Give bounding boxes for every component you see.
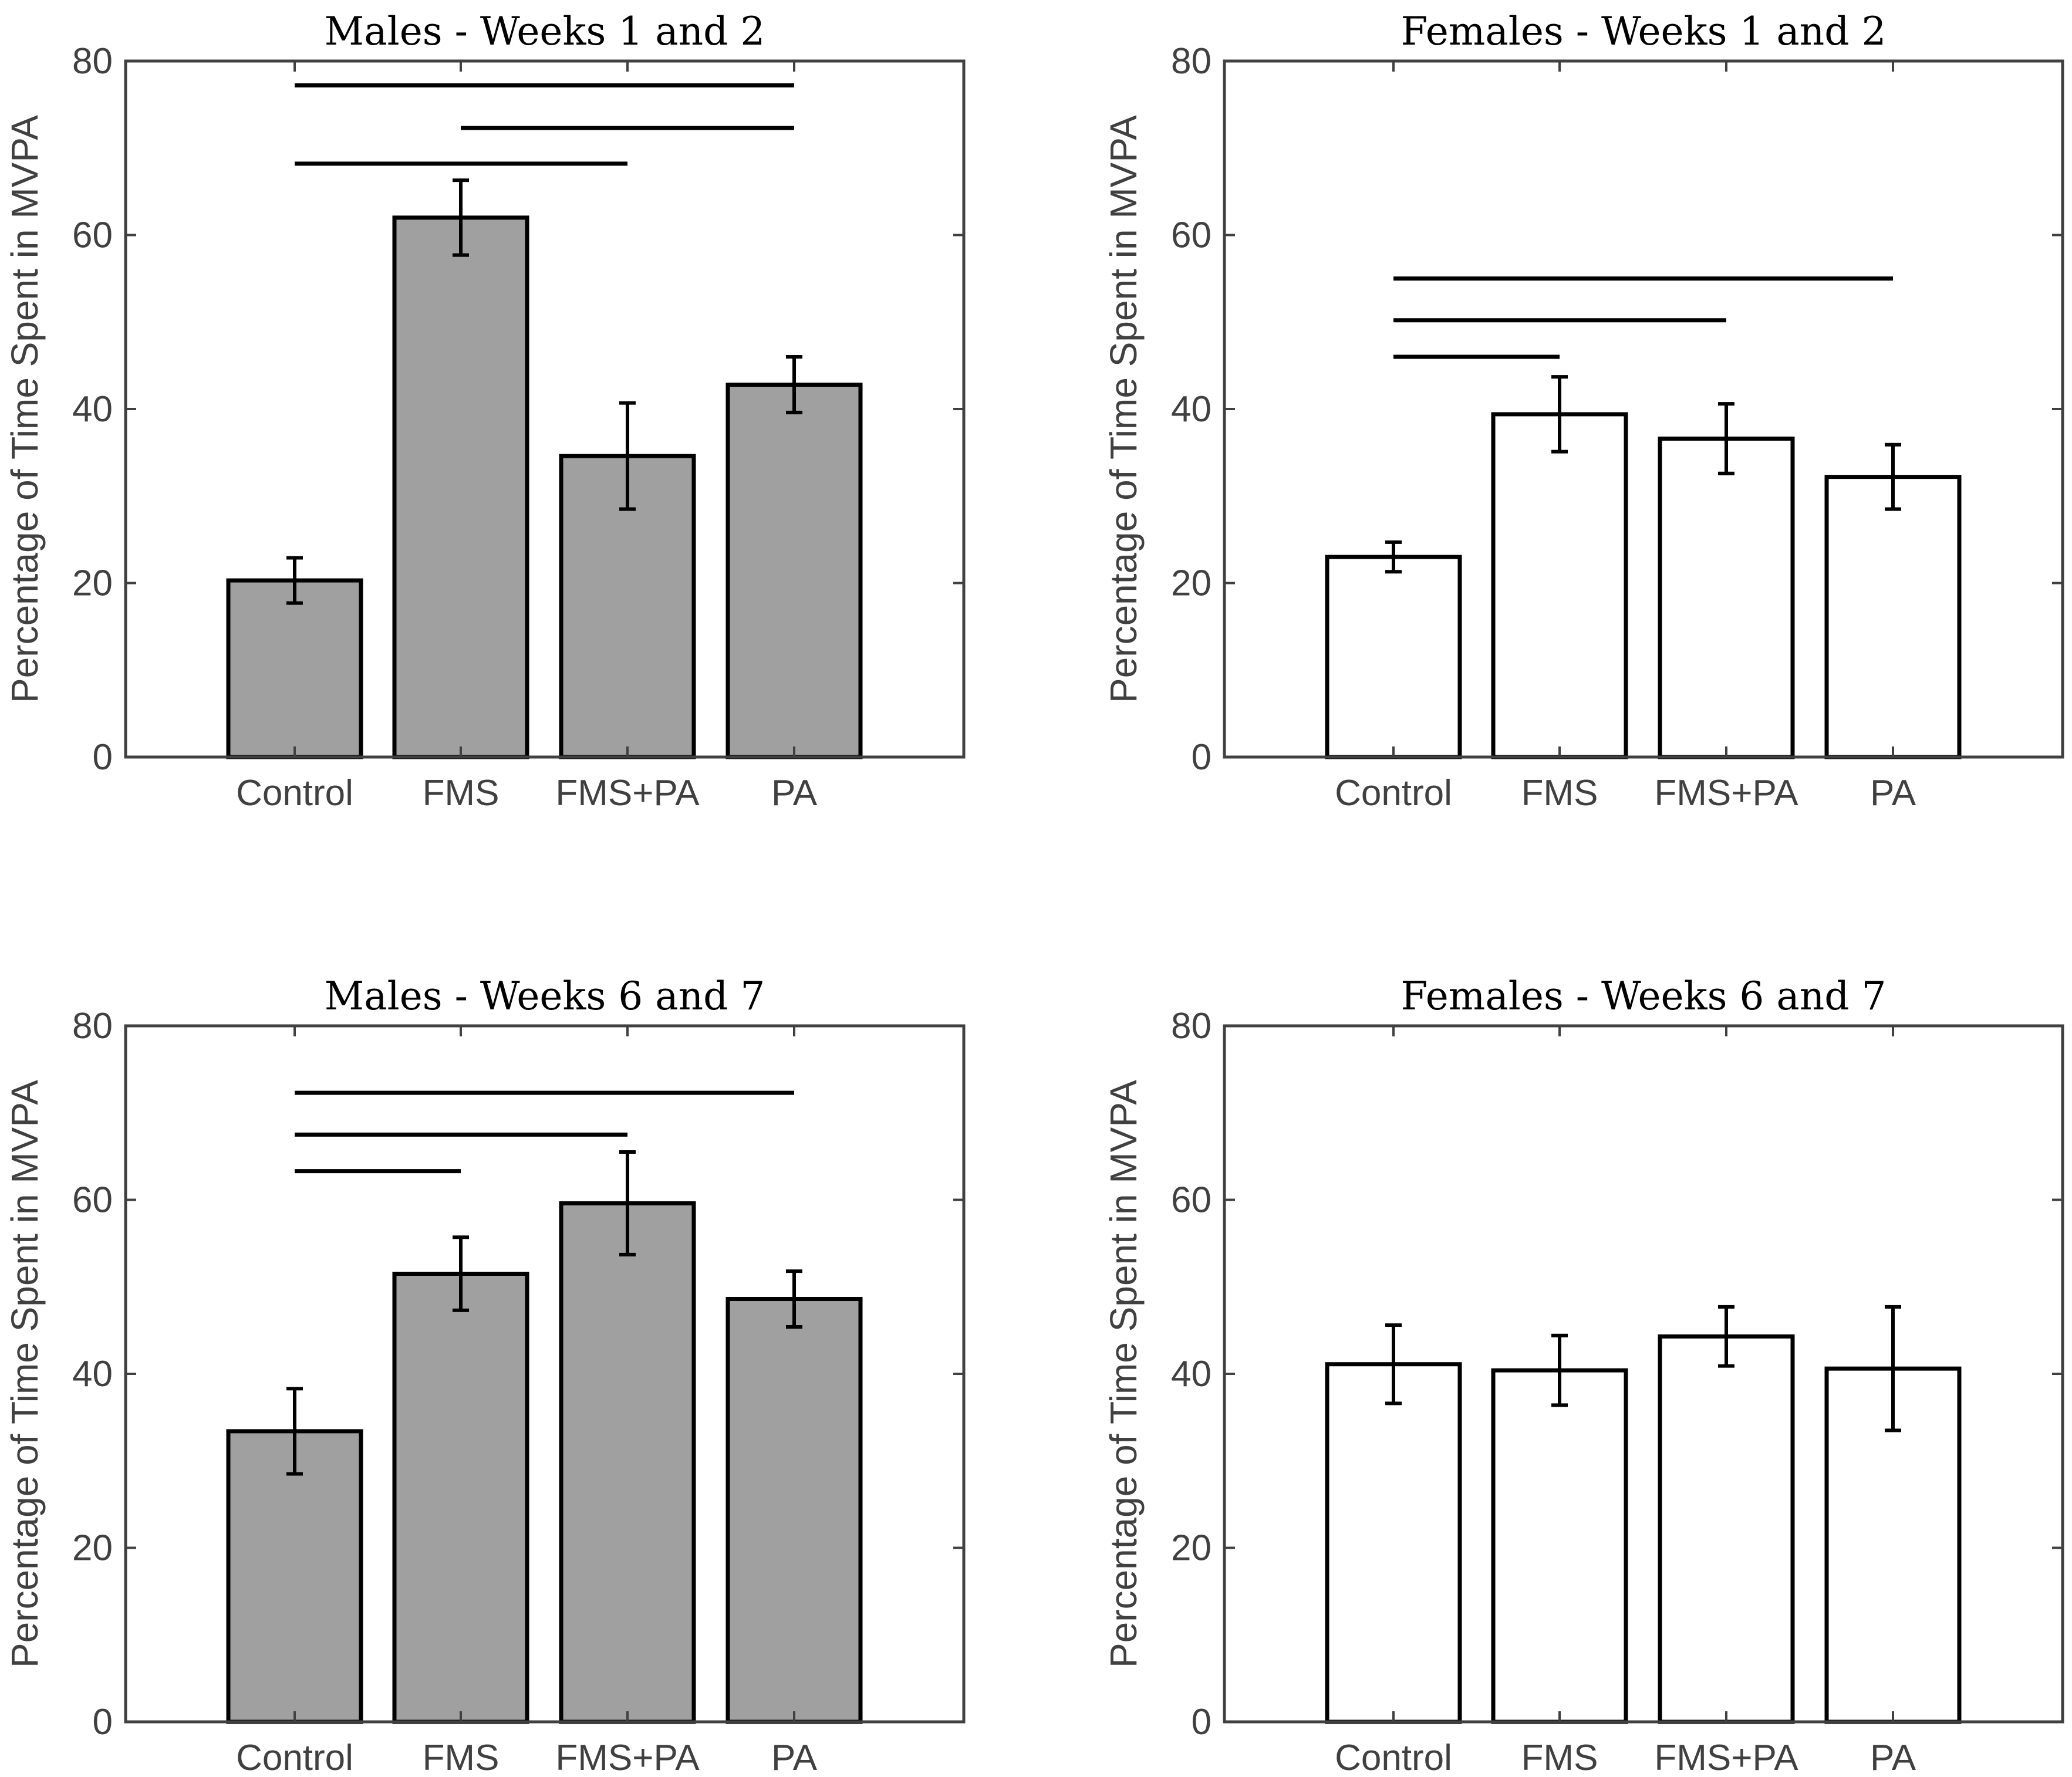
y-tick-label: 20 bbox=[1171, 1528, 1212, 1569]
y-tick-label: 60 bbox=[1171, 215, 1212, 256]
y-tick-label: 0 bbox=[93, 737, 113, 778]
x-tick-label: FMS bbox=[423, 1738, 500, 1777]
bar-fms bbox=[1491, 1368, 1628, 1724]
y-tick-label: 20 bbox=[72, 1528, 113, 1569]
x-tick-label: FMS bbox=[1521, 1738, 1598, 1777]
bar-fms-pa bbox=[1658, 436, 1795, 759]
bar-control bbox=[226, 1429, 363, 1724]
error-bar bbox=[1551, 1333, 1568, 1407]
error-bar bbox=[1885, 442, 1901, 511]
y-tick-label: 40 bbox=[72, 389, 113, 430]
error-bar bbox=[1885, 1305, 1901, 1433]
x-tick-label: FMS+PA bbox=[555, 773, 700, 813]
y-tick-label: 40 bbox=[1171, 1354, 1212, 1394]
bar-fms-pa bbox=[1658, 1334, 1795, 1724]
error-bar bbox=[619, 1150, 636, 1256]
error-bar bbox=[453, 1235, 469, 1312]
chart-title: Females - Weeks 6 and 7 bbox=[1401, 974, 1887, 1019]
chart-title: Males - Weeks 6 and 7 bbox=[325, 974, 765, 1019]
error-bar bbox=[1385, 540, 1402, 574]
y-tick-label: 0 bbox=[1192, 1702, 1212, 1742]
y-tick-label: 20 bbox=[1171, 563, 1212, 604]
y-tick-label: 0 bbox=[1192, 737, 1212, 778]
error-bar bbox=[786, 355, 802, 414]
x-tick-label: Control bbox=[236, 1738, 353, 1777]
y-tick-label: 80 bbox=[1171, 41, 1212, 82]
panel-females-weeks-6-7: Females - Weeks 6 and 7 Percentage of Ti… bbox=[1102, 974, 2064, 1777]
x-tick-label: PA bbox=[1870, 773, 1916, 813]
x-tick-label: Control bbox=[1335, 1738, 1452, 1777]
error-bar bbox=[453, 178, 469, 257]
error-bar bbox=[786, 1269, 802, 1329]
x-tick-label: PA bbox=[771, 1738, 818, 1777]
bar-fms-pa bbox=[559, 1201, 696, 1724]
bar-control bbox=[1325, 555, 1462, 759]
y-tick-label: 80 bbox=[72, 1006, 113, 1046]
x-tick-label: FMS bbox=[1521, 773, 1598, 813]
y-tick-label: 0 bbox=[93, 1702, 113, 1742]
x-tick-label: PA bbox=[1870, 1738, 1916, 1777]
y-axis-label: Percentage of Time Spent in MVPA bbox=[1102, 1080, 1145, 1668]
bar-fms bbox=[1491, 412, 1628, 759]
y-tick-label: 80 bbox=[72, 41, 113, 82]
error-bar bbox=[619, 401, 636, 511]
panel-females-weeks-1-2: Females - Weeks 1 and 2 Percentage of Ti… bbox=[1102, 9, 2064, 813]
error-bar bbox=[286, 1387, 303, 1476]
bar-fms bbox=[392, 1272, 529, 1724]
chart-title: Males - Weeks 1 and 2 bbox=[325, 9, 765, 54]
chart-title: Females - Weeks 1 and 2 bbox=[1401, 9, 1887, 54]
bar-pa bbox=[725, 1297, 863, 1724]
x-tick-label: FMS+PA bbox=[1654, 773, 1798, 813]
error-bar bbox=[1551, 375, 1568, 454]
panel-males-weeks-1-2: Males - Weeks 1 and 2 Percentage of Time… bbox=[4, 9, 966, 813]
bar-control bbox=[1325, 1362, 1462, 1724]
x-tick-label: PA bbox=[771, 773, 818, 813]
error-bar bbox=[1718, 1305, 1734, 1368]
y-axis-label: Percentage of Time Spent in MVPA bbox=[4, 115, 46, 703]
bar-control bbox=[226, 578, 363, 759]
error-bar bbox=[1718, 402, 1734, 475]
x-tick-label: FMS bbox=[423, 773, 500, 813]
y-tick-label: 60 bbox=[72, 1180, 113, 1221]
panel-males-weeks-6-7: Males - Weeks 6 and 7 Percentage of Time… bbox=[4, 974, 966, 1777]
x-tick-label: FMS+PA bbox=[555, 1738, 700, 1777]
y-tick-label: 40 bbox=[1171, 389, 1212, 430]
y-tick-label: 20 bbox=[72, 563, 113, 604]
x-tick-label: Control bbox=[1335, 773, 1452, 813]
x-tick-label: FMS+PA bbox=[1654, 1738, 1798, 1777]
y-axis-label: Percentage of Time Spent in MVPA bbox=[1102, 115, 1145, 703]
y-tick-label: 60 bbox=[1171, 1180, 1212, 1221]
bar-pa bbox=[1824, 475, 1962, 759]
error-bar bbox=[1385, 1323, 1402, 1406]
x-tick-label: Control bbox=[236, 773, 353, 813]
bar-fms bbox=[392, 215, 529, 759]
y-tick-label: 80 bbox=[1171, 1006, 1212, 1046]
y-axis-label: Percentage of Time Spent in MVPA bbox=[4, 1080, 46, 1668]
y-tick-label: 40 bbox=[72, 1354, 113, 1394]
bar-pa bbox=[725, 382, 863, 759]
y-tick-label: 60 bbox=[72, 215, 113, 256]
error-bar bbox=[286, 556, 303, 605]
